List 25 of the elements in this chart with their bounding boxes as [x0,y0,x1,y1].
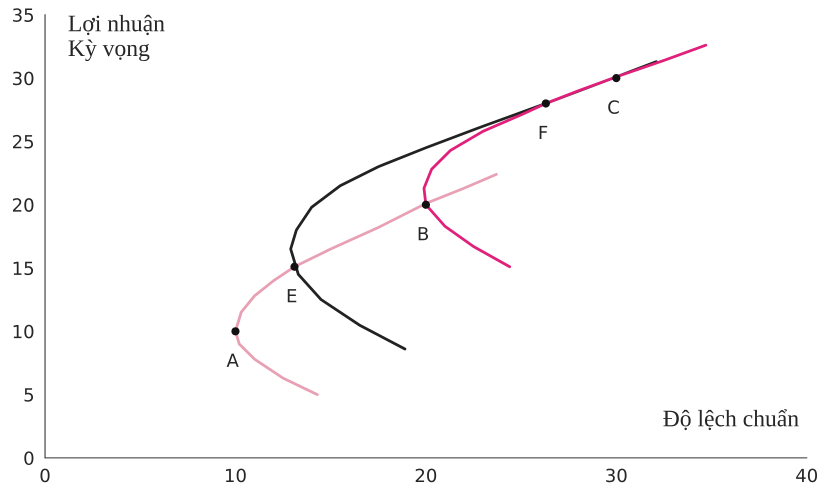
point [422,200,430,209]
point [290,262,299,271]
annotation: F [540,126,548,139]
x-tick-label: 0 [40,468,50,482]
y-tick-label: 20 [12,198,34,212]
x-tick-label: 20 [416,468,436,482]
y-tick-label: 15 [14,262,34,276]
annotation: C [608,100,619,114]
point [612,74,620,82]
y-axis-title: Lợi nhuận Kỳ vọng [68,14,165,62]
annotation: A [226,354,239,367]
x-tick-label: 10 [226,468,246,482]
point [231,327,240,336]
y-tick-label: 10 [14,324,34,338]
x-axis-title: Độ lệch chuẩn [663,409,799,430]
y-tick-label: 30 [13,72,34,86]
annotation: B [418,227,428,240]
x-tick-label: 40 [796,468,818,482]
point [542,99,550,108]
annotation: E [288,289,296,302]
x-tick-label: 30 [606,468,627,482]
y-tick-label: 25 [12,134,34,149]
y-tick-label: 0 [24,451,34,465]
y-tick-label: 5 [24,388,34,402]
y-tick-label: 35 [13,8,34,22]
